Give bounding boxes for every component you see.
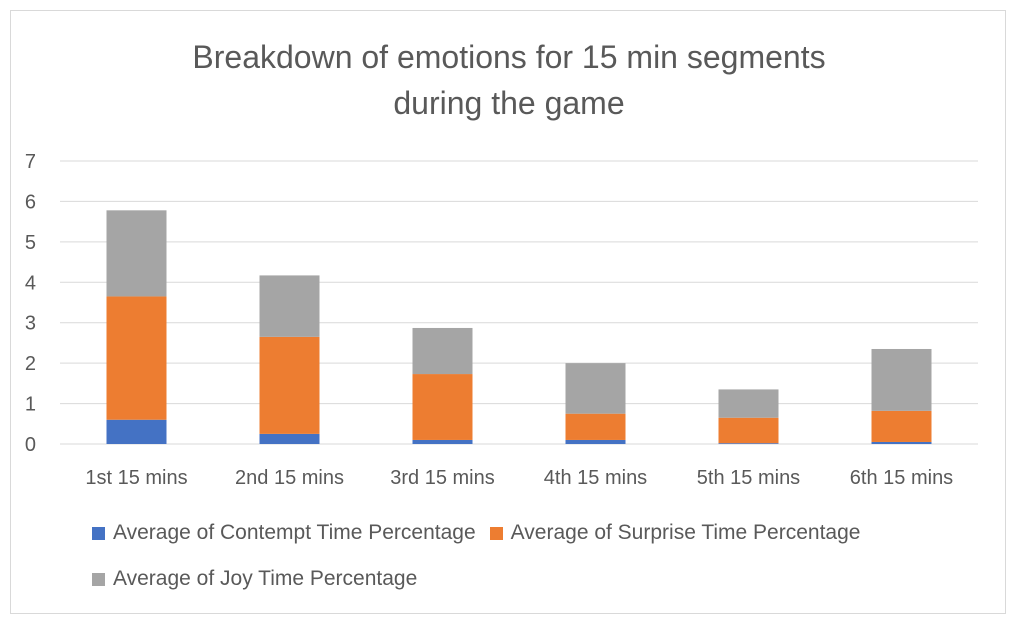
legend-item-joy: Average of Joy Time Percentage (92, 567, 417, 591)
bar-surprise-3 (412, 374, 473, 440)
bar-joy-6 (871, 348, 932, 411)
y-tick-label: 7 (25, 151, 36, 173)
x-tick-label: 1st 15 mins (85, 467, 187, 489)
x-tick-label: 2nd 15 mins (235, 467, 344, 489)
y-tick-label: 6 (25, 191, 36, 213)
bar-surprise-6 (871, 410, 932, 442)
bar-contempt-4 (565, 439, 626, 444)
chart-legend: Average of Contempt Time Percentage Aver… (92, 516, 972, 608)
bar-joy-3 (412, 327, 473, 375)
y-tick-label: 0 (25, 434, 36, 456)
bar-surprise-4 (565, 413, 626, 440)
chart-title-line-2: during the game (393, 85, 625, 121)
legend-item-surprise: Average of Surprise Time Percentage (489, 521, 861, 545)
bar-contempt-1 (106, 419, 167, 444)
legend-swatch-contempt (92, 526, 105, 540)
chart-title: Breakdown of emotions for 15 min segment… (0, 34, 1018, 126)
x-tick-label: 4th 15 mins (544, 467, 647, 489)
bar-contempt-2 (259, 433, 320, 444)
legend-swatch-joy (92, 572, 105, 586)
chart-frame (10, 10, 1006, 614)
legend-row-2: Average of Joy Time Percentage (92, 562, 972, 596)
x-tick-label: 6th 15 mins (850, 467, 953, 489)
bar-surprise-2 (259, 336, 320, 434)
x-tick-label: 5th 15 mins (697, 467, 800, 489)
bar-contempt-3 (412, 439, 473, 444)
bar-joy-4 (565, 363, 626, 414)
bar-contempt-5 (718, 443, 779, 444)
legend-label-joy: Average of Joy Time Percentage (113, 567, 418, 590)
legend-label-contempt: Average of Contempt Time Percentage (113, 521, 476, 544)
y-tick-label: 2 (25, 353, 36, 375)
x-tick-label: 3rd 15 mins (390, 467, 495, 489)
chart-title-line-1: Breakdown of emotions for 15 min segment… (192, 39, 826, 75)
y-tick-label: 1 (25, 394, 36, 416)
bar-surprise-1 (106, 296, 167, 420)
bar-contempt-6 (871, 441, 932, 444)
legend-swatch-surprise (489, 526, 503, 540)
bar-joy-1 (106, 210, 167, 297)
legend-item-contempt: Average of Contempt Time Percentage (92, 521, 476, 545)
y-tick-label: 4 (25, 272, 36, 294)
legend-label-surprise: Average of Surprise Time Percentage (510, 521, 861, 544)
legend-row-1: Average of Contempt Time Percentage Aver… (92, 516, 972, 550)
bar-surprise-5 (718, 417, 779, 444)
y-tick-label: 3 (25, 313, 36, 335)
bar-joy-5 (718, 389, 779, 418)
y-tick-label: 5 (25, 232, 36, 254)
bar-joy-2 (259, 275, 320, 337)
